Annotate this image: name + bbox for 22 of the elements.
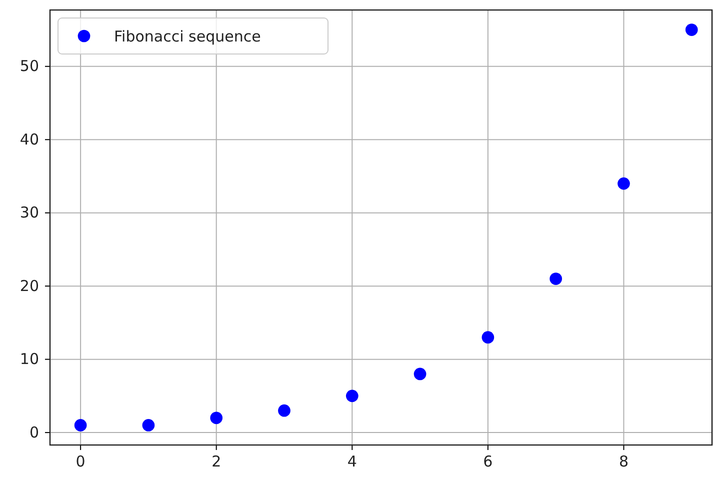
point xyxy=(482,331,494,344)
y-tick-label: 40 xyxy=(20,130,39,148)
x-tick-label: 2 xyxy=(212,452,222,471)
point xyxy=(210,412,223,424)
y-tick-label: 10 xyxy=(20,350,39,368)
x-tick-label: 6 xyxy=(483,452,493,471)
y-tick-label: 20 xyxy=(20,276,39,295)
point xyxy=(346,390,358,402)
x-tick-label: 8 xyxy=(618,452,629,471)
x-tick-label: 0 xyxy=(76,452,86,471)
y-tick-label: 0 xyxy=(29,423,39,442)
point xyxy=(414,368,426,380)
x-tick-label: 4 xyxy=(347,452,357,471)
point xyxy=(278,404,290,417)
point xyxy=(618,177,630,190)
y-tick-label: 30 xyxy=(20,204,39,222)
point xyxy=(685,24,698,36)
point xyxy=(142,419,155,432)
point xyxy=(74,419,87,432)
legend-label: Fibonacci sequence xyxy=(114,27,261,46)
point xyxy=(550,272,562,285)
y-tick-label: 50 xyxy=(20,57,39,76)
